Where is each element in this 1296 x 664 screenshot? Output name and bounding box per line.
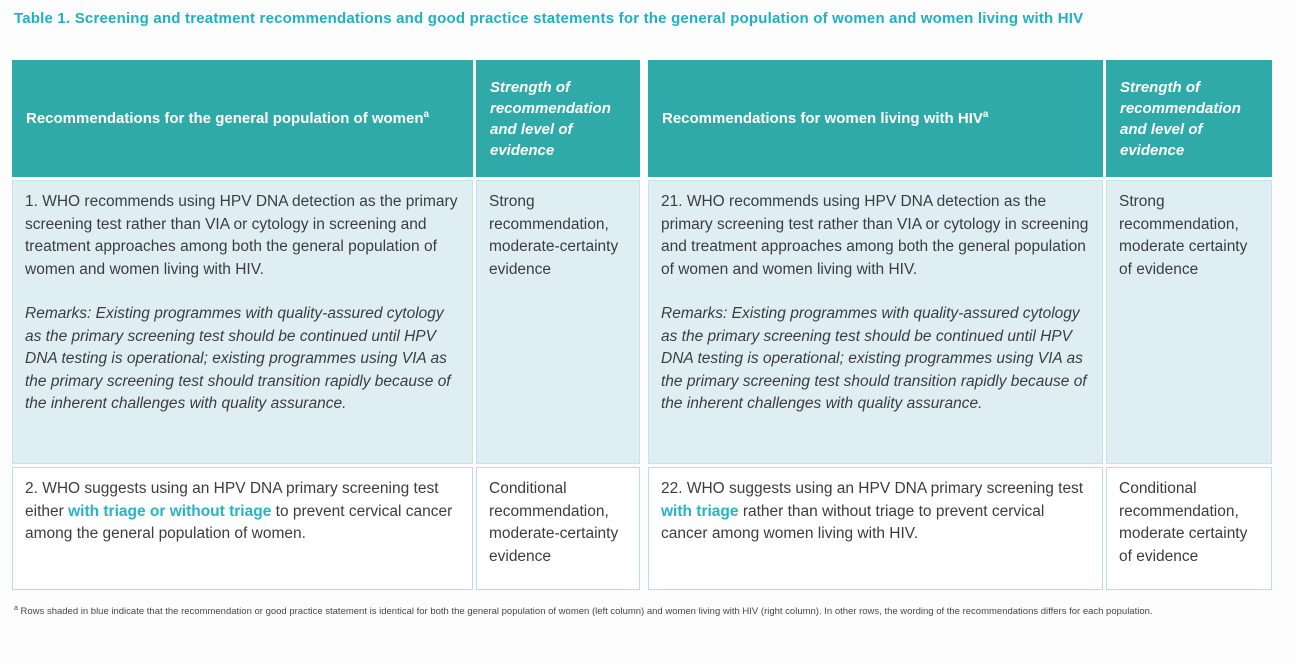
cell-recommendation-hiv-1: 21. WHO recommends using HPV DNA detecti…: [648, 180, 1103, 464]
cell-strength-general-2: Conditional recommendation, moderate-cer…: [476, 467, 640, 590]
recommendation-text: 22. WHO suggests using an HPV DNA primar…: [661, 478, 1090, 546]
table-row-1: 1. WHO recommends using HPV DNA detectio…: [12, 180, 1272, 464]
header-text: Recommendations for women living with HI…: [662, 110, 983, 127]
header-label: Recommendations for the general populati…: [26, 108, 429, 129]
header-label: Strength of recommendation and level of …: [1120, 78, 1241, 159]
table-header-row: Recommendations for the general populati…: [12, 60, 1272, 177]
cell-recommendation-hiv-2: 22. WHO suggests using an HPV DNA primar…: [648, 467, 1103, 590]
table-title: Table 1. Screening and treatment recomme…: [14, 10, 1084, 27]
text-segment: to prevent cervical cancer among the gen…: [25, 502, 453, 543]
header-strength-general: Strength of recommendation and level of …: [476, 60, 640, 177]
highlighted-text: with triage or without triage: [68, 502, 272, 520]
cell-recommendation-general-2: 2. WHO suggests using an HPV DNA primary…: [12, 467, 473, 590]
recommendation-text: 1. WHO recommends using HPV DNA detectio…: [25, 193, 458, 278]
footnote-marker: a: [14, 604, 18, 612]
header-label: Strength of recommendation and level of …: [490, 78, 611, 159]
remarks-text: Remarks: Existing programmes with qualit…: [25, 305, 451, 412]
header-strength-hiv: Strength of recommendation and level of …: [1106, 60, 1272, 177]
cell-strength-hiv-1: Strong recommendation, moderate certaint…: [1106, 180, 1272, 464]
footnote-ref: a: [423, 109, 430, 120]
header-general-population: Recommendations for the general populati…: [12, 60, 473, 177]
cell-strength-hiv-2: Conditional recommendation, moderate cer…: [1106, 467, 1272, 590]
text-segment: rather than without triage to prevent ce…: [661, 502, 1045, 543]
cell-recommendation-general-1: 1. WHO recommends using HPV DNA detectio…: [12, 180, 473, 464]
header-text: Recommendations for the general populati…: [26, 110, 424, 127]
footnote-ref: a: [982, 109, 989, 120]
remarks-text: Remarks: Existing programmes with qualit…: [661, 305, 1087, 412]
footnote-text: Rows shaded in blue indicate that the re…: [20, 606, 1153, 617]
strength-text: Strong recommendation, moderate-certaint…: [489, 193, 619, 278]
footnote: a Rows shaded in blue indicate that the …: [14, 605, 1282, 618]
highlighted-text: with triage: [661, 502, 739, 520]
text-segment: 22. WHO suggests using an HPV DNA primar…: [661, 480, 1084, 497]
strength-text: Conditional recommendation, moderate-cer…: [489, 480, 619, 565]
strength-text: Conditional recommendation, moderate cer…: [1119, 480, 1248, 565]
text-segment: 2. WHO suggests using an HPV DNA primary…: [25, 480, 439, 520]
recommendations-table: Recommendations for the general populati…: [12, 60, 1272, 590]
cell-strength-general-1: Strong recommendation, moderate-certaint…: [476, 180, 640, 464]
recommendation-text: 21. WHO recommends using HPV DNA detecti…: [661, 193, 1089, 278]
table-row-2: 2. WHO suggests using an HPV DNA primary…: [12, 467, 1272, 590]
header-label: Recommendations for women living with HI…: [662, 108, 988, 129]
header-women-hiv: Recommendations for women living with HI…: [648, 60, 1103, 177]
recommendation-text: 2. WHO suggests using an HPV DNA primary…: [25, 478, 460, 546]
strength-text: Strong recommendation, moderate certaint…: [1119, 193, 1248, 278]
